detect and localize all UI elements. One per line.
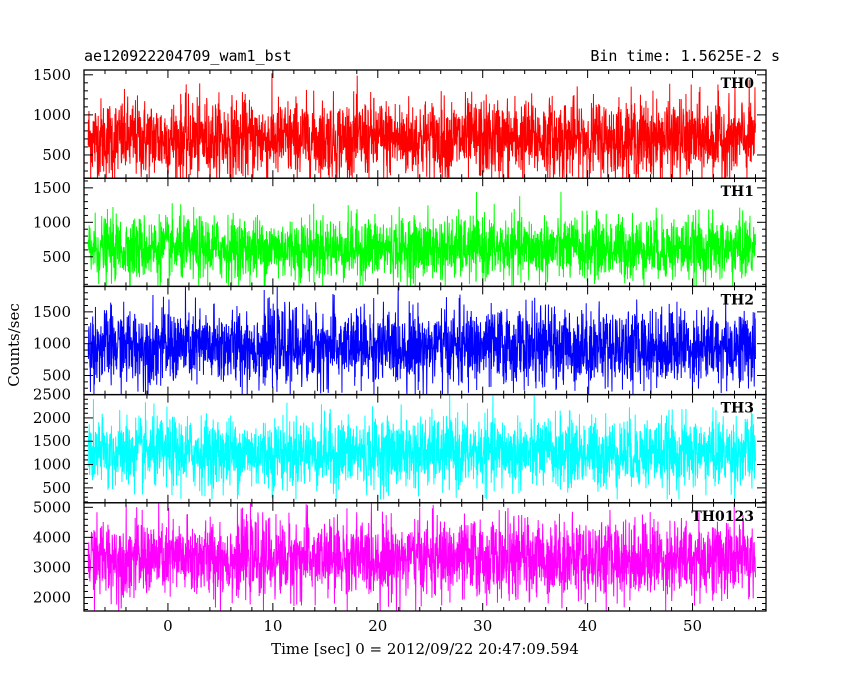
y-tick-label: 500 xyxy=(42,367,71,385)
x-tick-label: 20 xyxy=(368,617,387,635)
panel-th0: 500 1000 1500 TH0 xyxy=(33,66,767,179)
panel-frame xyxy=(83,502,767,612)
series-line-th0 xyxy=(87,73,756,179)
panel-th2: 500 1000 1500 TH2 xyxy=(33,285,767,396)
chart-title-right: Bin time: 1.5625E-2 s xyxy=(590,47,780,65)
series-line-th0123 xyxy=(87,502,756,611)
y-tick-label: 1500 xyxy=(33,66,71,84)
x-axis-label: Time [sec] 0 = 2012/09/22 20:47:09.594 xyxy=(271,640,579,658)
panel-th0123: 2000 3000 4000 5000 TH0123 xyxy=(33,498,767,612)
x-tick-label: 40 xyxy=(578,617,597,635)
series-line-th1 xyxy=(87,191,756,286)
y-tick-label: 500 xyxy=(42,146,71,164)
y-tick-label: 1000 xyxy=(33,456,71,474)
series-line-th2 xyxy=(87,286,756,395)
series-line-th3 xyxy=(87,394,756,500)
x-tick-label: 30 xyxy=(473,617,492,635)
y-axis-label: Counts/sec xyxy=(5,303,23,387)
y-tick-label: 500 xyxy=(42,479,71,497)
panel-label-th2: TH2 xyxy=(721,292,754,308)
panel-label-th0123: TH0123 xyxy=(691,509,754,525)
y-tick-label: 1500 xyxy=(33,179,71,197)
y-tick-label: 1000 xyxy=(33,213,71,231)
y-tick-label: 4000 xyxy=(33,528,71,546)
y-tick-label: 1500 xyxy=(33,432,71,450)
y-tick-label: 1000 xyxy=(33,335,71,353)
panel-th1: 500 1000 1500 TH1 xyxy=(33,177,767,288)
y-tick-label: 500 xyxy=(42,248,71,266)
panel-label-th1: TH1 xyxy=(721,184,754,200)
panel-label-th0: TH0 xyxy=(721,76,755,92)
y-tick-label: 5000 xyxy=(33,498,71,516)
x-tick-label: 10 xyxy=(263,617,282,635)
y-tick-label: 1000 xyxy=(33,106,71,124)
y-tick-label: 2000 xyxy=(33,409,71,427)
panel-label-th3: TH3 xyxy=(721,401,754,417)
y-tick-label: 3000 xyxy=(33,558,71,576)
x-tick-label: 50 xyxy=(683,617,702,635)
y-tick-label: 2500 xyxy=(33,386,71,404)
y-tick-label: 1500 xyxy=(33,303,71,321)
panel-th3: 500 1000 1500 2000 2500 TH3 xyxy=(33,386,767,504)
x-tick-label: 0 xyxy=(163,617,173,635)
chart-title-left: ae120922204709_wam1_bst xyxy=(84,47,292,65)
y-tick-label: 2000 xyxy=(33,588,71,606)
